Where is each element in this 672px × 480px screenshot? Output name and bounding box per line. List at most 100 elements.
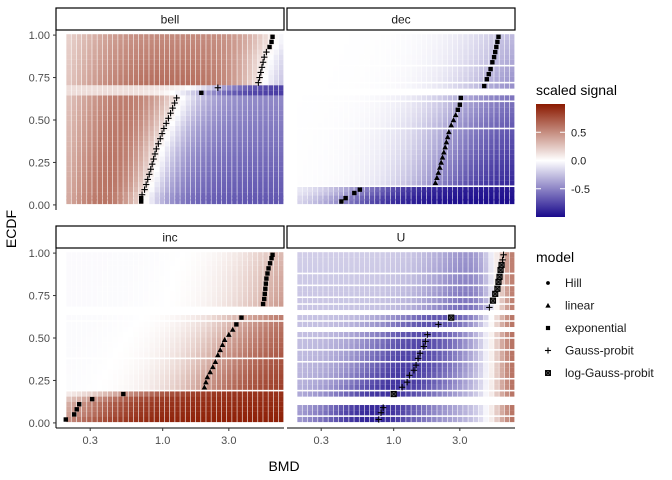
heatmap-cell [333, 122, 339, 128]
heatmap-cell [437, 187, 442, 193]
heatmap-cell [421, 321, 427, 328]
heatmap-cell [323, 83, 328, 89]
heatmap-cell [302, 170, 308, 176]
heatmap-cell [359, 416, 365, 423]
heatmap-cell [258, 315, 263, 321]
heatmap-cell [344, 379, 349, 385]
heatmap-cell [312, 304, 318, 311]
heatmap-cell [138, 90, 144, 96]
heatmap-cell [452, 54, 458, 60]
heatmap-cell [247, 359, 253, 365]
heatmap-cell [273, 110, 279, 116]
heatmap-cell [369, 34, 375, 40]
heatmap-cell [144, 321, 149, 328]
heatmap-cell [252, 401, 258, 407]
heatmap-cell [263, 115, 268, 121]
heatmap-cell [71, 85, 77, 91]
heatmap-cell [138, 364, 144, 370]
heatmap-cell [499, 54, 505, 60]
heatmap-cell [154, 176, 160, 183]
heatmap-cell [180, 291, 185, 297]
heatmap-cell [333, 343, 339, 350]
heatmap-cell [154, 125, 160, 132]
point-linear [219, 341, 226, 348]
heatmap-cell [426, 117, 432, 123]
heatmap-cell [458, 362, 463, 368]
heatmap-cell [297, 76, 302, 82]
heatmap-row [66, 34, 284, 40]
heatmap-cell [123, 39, 128, 45]
heatmap-cell [328, 59, 334, 65]
heatmap-cell [201, 296, 206, 302]
heatmap-cell [66, 176, 71, 183]
heatmap-cell [237, 337, 242, 343]
heatmap-cell [312, 350, 318, 356]
heatmap-cell [237, 69, 242, 76]
heatmap-cell [76, 115, 82, 121]
heatmap-cell [242, 337, 248, 343]
heatmap-cell [302, 298, 308, 304]
heatmap-cell [190, 166, 196, 172]
heatmap-cell [71, 270, 77, 277]
heatmap-cell [92, 396, 97, 402]
heatmap-cell [180, 74, 185, 81]
heatmap-cell [297, 139, 302, 145]
heatmap-cell [128, 171, 134, 177]
heatmap-cell [252, 181, 258, 188]
heatmap-cell [221, 44, 227, 50]
heatmap-cell [175, 401, 180, 407]
heatmap-cell [447, 66, 453, 72]
heatmap-cell [421, 76, 427, 82]
heatmap-cell [499, 350, 505, 356]
heatmap-cell [164, 90, 170, 96]
heatmap-cell [175, 198, 180, 205]
heatmap-cell [258, 95, 263, 101]
heatmap-cell [237, 416, 242, 423]
heatmap-cell [452, 195, 458, 201]
heatmap-cell [509, 112, 515, 118]
heatmap-cell [380, 139, 385, 145]
heatmap-cell [359, 129, 365, 135]
heatmap-cell [201, 59, 206, 65]
heatmap-cell [211, 321, 217, 328]
heatmap-cell [227, 352, 232, 358]
heatmap-cell [463, 355, 468, 361]
heatmap-cell [118, 192, 123, 198]
heatmap-cell [468, 362, 473, 368]
heatmap-cell [297, 159, 302, 166]
heatmap-cell [401, 59, 406, 65]
heatmap-cell [252, 54, 258, 60]
heatmap-cell [216, 416, 222, 423]
heatmap-cell [359, 332, 365, 338]
heatmap-cell [149, 125, 154, 132]
heatmap-cell [328, 164, 334, 171]
heatmap-cell [237, 255, 242, 261]
heatmap-cell [175, 195, 180, 201]
heatmap-cell [297, 144, 302, 150]
heatmap-cell [128, 326, 134, 333]
heatmap-cell [97, 369, 103, 375]
heatmap-cell [87, 39, 92, 45]
heatmap-cell [478, 338, 484, 344]
heatmap-cell [164, 95, 170, 101]
heatmap-cell [206, 100, 211, 106]
heatmap-cell [354, 170, 359, 176]
heatmap-cell [458, 107, 463, 113]
heatmap-cell [247, 95, 253, 101]
heatmap-cell [128, 195, 134, 201]
heatmap-cell [138, 151, 144, 157]
heatmap-cell [221, 260, 227, 266]
heatmap-cell [149, 337, 154, 343]
heatmap-cell [426, 76, 432, 82]
heatmap-cell [268, 115, 274, 121]
heatmap-cell [133, 195, 139, 201]
heatmap-cell [221, 379, 227, 385]
heatmap-cell [227, 342, 232, 348]
heatmap-cell [504, 416, 510, 423]
heatmap-cell [123, 384, 128, 390]
heatmap-cell [385, 338, 391, 344]
heatmap-cell [206, 90, 211, 96]
heatmap-cell [92, 90, 97, 96]
heatmap-cell [390, 332, 396, 338]
heatmap-cell [432, 355, 437, 361]
